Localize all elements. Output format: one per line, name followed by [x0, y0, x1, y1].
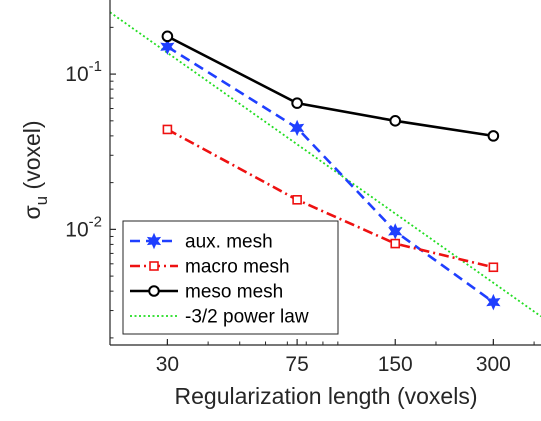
y-axis-label: σu (voxel) — [19, 120, 51, 219]
series-line-aux-mesh — [166, 45, 495, 304]
data-point — [289, 119, 305, 137]
series-macro-mesh — [162, 124, 499, 273]
data-point — [486, 293, 501, 311]
x-tick-label: 150 — [378, 353, 413, 376]
series-aux-mesh — [160, 38, 501, 311]
legend-label: meso mesh — [185, 282, 283, 303]
series-line-macro-mesh — [166, 128, 494, 269]
data-point — [161, 30, 174, 43]
data-point — [162, 124, 173, 135]
series-meso-mesh — [161, 30, 500, 142]
legend-item: meso mesh — [130, 282, 283, 303]
data-point — [488, 262, 499, 273]
data-point — [389, 115, 402, 127]
x-tick-label: 30 — [156, 353, 179, 376]
ticks-layer: 30 75 150 300 10-1 10-2 — [65, 26, 535, 376]
legend-marker — [149, 261, 159, 271]
legend-marker — [148, 285, 160, 297]
legend-marker — [146, 232, 162, 250]
legend-label: -3/2 power law — [185, 307, 309, 328]
data-point — [292, 195, 302, 205]
x-tick-label: 75 — [285, 353, 308, 376]
y-tick-label: 10-2 — [65, 213, 102, 241]
legend-label: aux. mesh — [185, 232, 273, 253]
axes-layer — [109, 0, 541, 346]
legend: aux. mesh macro mesh meso mesh -3/2 power l… — [122, 220, 339, 335]
legend-item: macro mesh — [130, 257, 290, 278]
legend-item: -3/2 power law — [130, 307, 309, 328]
x-tick-label: 300 — [476, 353, 511, 376]
data-point — [390, 238, 401, 249]
data-point — [487, 130, 500, 142]
data-point — [388, 223, 403, 240]
y-tick-label: 10-1 — [65, 58, 102, 86]
series-layer — [109, 11, 541, 318]
data-point — [291, 97, 303, 109]
data-point — [160, 38, 175, 55]
series-line-meso-mesh — [166, 35, 494, 138]
legend-label: macro mesh — [185, 257, 290, 278]
x-axis-label: Regularization length (voxels) — [175, 383, 478, 409]
legend-item: aux. mesh — [130, 232, 273, 253]
